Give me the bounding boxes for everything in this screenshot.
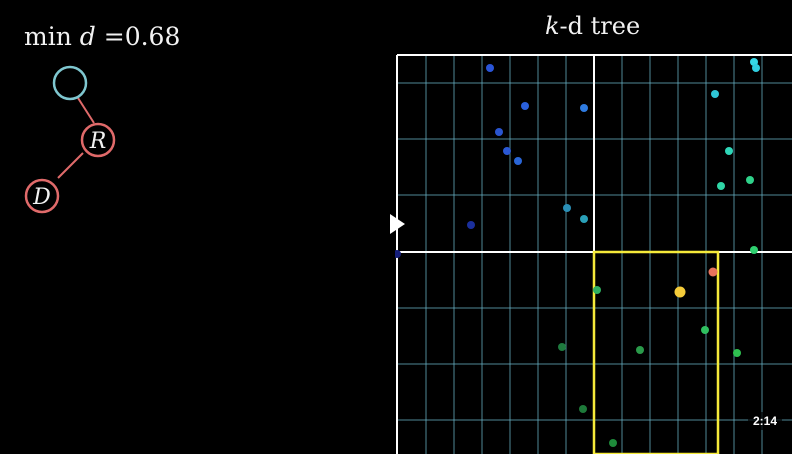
data-point [701, 326, 709, 334]
data-point [636, 346, 644, 354]
data-point [717, 182, 725, 190]
grid-lines [397, 55, 792, 454]
tree-diagram: R D [24, 65, 116, 214]
data-point [725, 147, 733, 155]
data-point [733, 349, 741, 357]
equals-sign: = [103, 22, 125, 51]
kd-title-rest: -d tree [559, 12, 641, 40]
data-points [395, 58, 760, 447]
data-point [593, 286, 601, 294]
search-region-box [592, 250, 720, 454]
video-timestamp: 2:14 [747, 412, 782, 430]
data-point [486, 64, 494, 72]
tree-node-d [24, 178, 60, 214]
data-point [495, 128, 503, 136]
data-point [521, 102, 529, 110]
data-point [580, 215, 588, 223]
data-point [711, 90, 719, 98]
min-distance-value: 0.68 [124, 22, 181, 51]
data-point [580, 104, 588, 112]
query-point [674, 286, 686, 298]
kd-title-k: k [545, 12, 560, 40]
data-point [609, 439, 617, 447]
data-point [752, 64, 760, 72]
data-point [467, 221, 475, 229]
data-point [503, 147, 511, 155]
data-point [746, 176, 754, 184]
tree-node-d-label: D [32, 185, 51, 210]
data-point [395, 250, 401, 258]
d-variable: d [79, 22, 96, 51]
data-point [750, 246, 758, 254]
play-icon [390, 214, 405, 234]
min-text: min [24, 22, 72, 51]
nearest-point [708, 267, 718, 277]
data-point [514, 157, 522, 165]
data-point [558, 343, 566, 351]
min-distance-label: min d =0.68 [24, 22, 180, 51]
tree-node-root [52, 65, 88, 101]
tree-edge-r-d [57, 152, 84, 179]
tree-edge-root-r [77, 97, 95, 124]
tree-node-r-label: R [89, 129, 107, 154]
data-point [579, 405, 587, 413]
tree-node-r [80, 122, 116, 158]
data-point [563, 204, 571, 212]
play-button[interactable] [384, 210, 412, 238]
kd-tree-plot [395, 54, 792, 454]
kd-tree-title: k-d tree [545, 12, 640, 40]
